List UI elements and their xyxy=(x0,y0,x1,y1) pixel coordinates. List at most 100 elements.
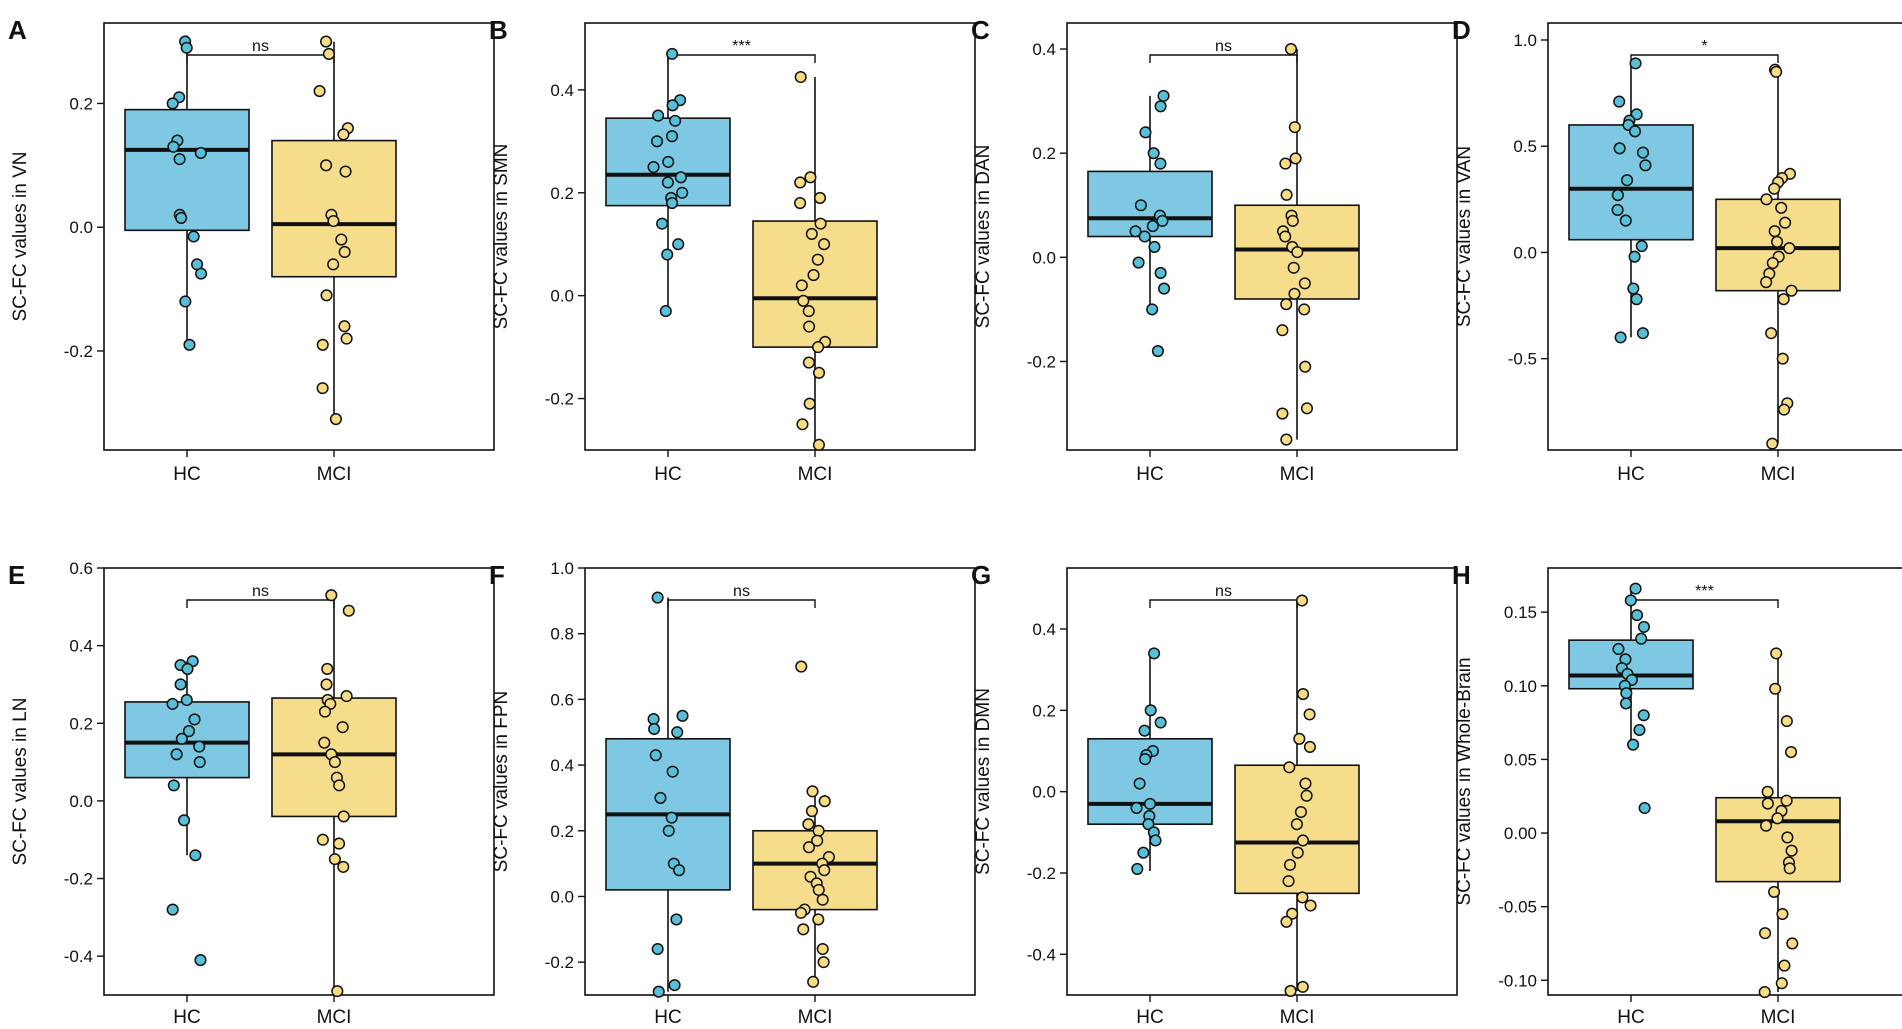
data-point-mci xyxy=(337,860,350,873)
data-point-hc xyxy=(666,47,679,60)
y-tick-label: 0.4 xyxy=(550,81,574,100)
data-point-mci xyxy=(814,217,827,230)
data-point-hc xyxy=(1131,862,1144,875)
y-axis-label: SC-FC values in SMN xyxy=(491,144,512,330)
data-point-mci xyxy=(1303,740,1316,753)
data-point-hc xyxy=(647,160,660,174)
data-point-mci xyxy=(812,438,825,451)
data-point-mci xyxy=(812,913,825,926)
data-point-hc xyxy=(173,153,186,166)
data-point-mci xyxy=(1296,891,1309,904)
significance-bracket xyxy=(186,54,335,63)
data-point-hc xyxy=(181,662,194,675)
chart-panel-e: E -0.4 -0.2 0.0 0.2 0.4 0.6 SC-FC values in LN n… xyxy=(8,559,495,1028)
data-point-hc xyxy=(174,678,187,691)
data-point-hc xyxy=(661,248,674,261)
data-point-hc xyxy=(1613,95,1626,108)
plot-frame xyxy=(1547,567,1902,996)
data-point-mci xyxy=(332,837,346,850)
data-point-mci xyxy=(1760,193,1773,206)
category-label-mci: MCI xyxy=(1761,1007,1796,1028)
data-point-hc xyxy=(1611,203,1624,216)
data-point-hc xyxy=(194,954,207,967)
data-point-mci xyxy=(1775,201,1788,214)
data-point-hc xyxy=(666,765,679,778)
data-point-mci xyxy=(1768,225,1781,238)
data-point-hc xyxy=(1144,704,1157,717)
y-tick-label: 0.4 xyxy=(1032,620,1056,639)
plot-frame xyxy=(584,22,976,451)
data-point-hc xyxy=(651,591,664,604)
data-point-mci xyxy=(1760,819,1773,832)
y-tick-label: 0.4 xyxy=(1032,40,1056,59)
y-tick-label: 0.2 xyxy=(550,184,574,203)
data-point-hc xyxy=(1151,345,1164,358)
data-point-mci xyxy=(320,159,333,172)
data-point-hc xyxy=(175,211,188,224)
y-tick-label: 0.2 xyxy=(1032,144,1056,163)
chart-panel-b: B -0.2 0.0 0.2 0.4 SC-FC values in SMN *** HC MC… xyxy=(489,15,976,485)
data-point-hc xyxy=(1627,282,1640,295)
y-tick-label: 0.2 xyxy=(1032,701,1056,720)
data-point-mci xyxy=(320,289,333,302)
data-point-hc xyxy=(183,338,196,351)
data-point-hc xyxy=(178,814,191,827)
chart-panel-a: A -0.2 0.0 0.2 SC-FC values in VN ns HC MCI xyxy=(8,15,495,485)
data-point-mci xyxy=(795,660,808,673)
category-label-hc: HC xyxy=(1136,1007,1163,1028)
data-point-hc xyxy=(656,217,669,230)
significance-label: ns xyxy=(733,583,750,600)
plot-frame xyxy=(584,567,976,996)
data-point-mci xyxy=(1779,216,1792,229)
data-point-hc xyxy=(1612,642,1625,656)
data-point-hc xyxy=(180,41,193,54)
data-point-mci xyxy=(1276,407,1289,420)
data-point-mci xyxy=(338,320,351,333)
data-point-hc xyxy=(666,99,679,112)
data-point-hc xyxy=(1629,582,1642,595)
data-point-mci xyxy=(818,795,831,808)
significance-label: * xyxy=(1701,38,1707,55)
data-point-hc xyxy=(1146,303,1159,316)
data-point-mci xyxy=(1295,594,1309,607)
box-mci xyxy=(752,220,878,348)
data-point-mci xyxy=(1780,715,1793,728)
data-point-mci xyxy=(1759,927,1772,940)
data-point-mci xyxy=(802,841,816,854)
data-point-mci xyxy=(1758,986,1771,999)
data-point-mci xyxy=(1771,812,1784,825)
data-point-mci xyxy=(340,332,353,345)
data-point-mci xyxy=(337,128,350,141)
category-label-hc: HC xyxy=(654,464,681,485)
chart-panel-d: D -0.5 0.0 0.5 1.0 SC-FC values in VAN * HC MCI xyxy=(1452,15,1902,485)
data-point-mci xyxy=(805,805,818,818)
y-tick-label: 0.8 xyxy=(550,625,574,644)
data-point-hc xyxy=(1139,753,1152,766)
data-point-mci xyxy=(1279,157,1292,170)
data-point-hc xyxy=(665,811,678,824)
data-point-hc xyxy=(654,791,667,804)
data-point-hc xyxy=(651,942,664,956)
category-label-mci: MCI xyxy=(798,464,833,485)
y-tick-label: 0.0 xyxy=(1032,783,1056,802)
data-point-mci xyxy=(1296,834,1309,847)
y-tick-label: -0.4 xyxy=(1027,945,1056,964)
data-point-hc xyxy=(1156,214,1169,227)
y-tick-label: 1.0 xyxy=(550,559,574,578)
data-point-hc xyxy=(1157,89,1170,102)
data-point-mci xyxy=(1760,276,1773,289)
category-label-hc: HC xyxy=(1136,464,1163,485)
data-point-mci xyxy=(806,785,819,798)
data-point-hc xyxy=(175,732,188,745)
data-point-hc xyxy=(661,176,674,189)
data-point-mci xyxy=(1766,437,1779,450)
data-point-mci xyxy=(1777,293,1790,306)
significance-bracket xyxy=(667,54,816,63)
data-point-mci xyxy=(807,975,820,988)
data-point-hc xyxy=(1638,801,1651,815)
data-point-mci xyxy=(803,397,816,410)
data-point-mci xyxy=(1770,647,1783,660)
data-point-hc xyxy=(1630,609,1644,622)
data-point-mci xyxy=(817,956,830,969)
data-point-mci xyxy=(320,678,333,691)
